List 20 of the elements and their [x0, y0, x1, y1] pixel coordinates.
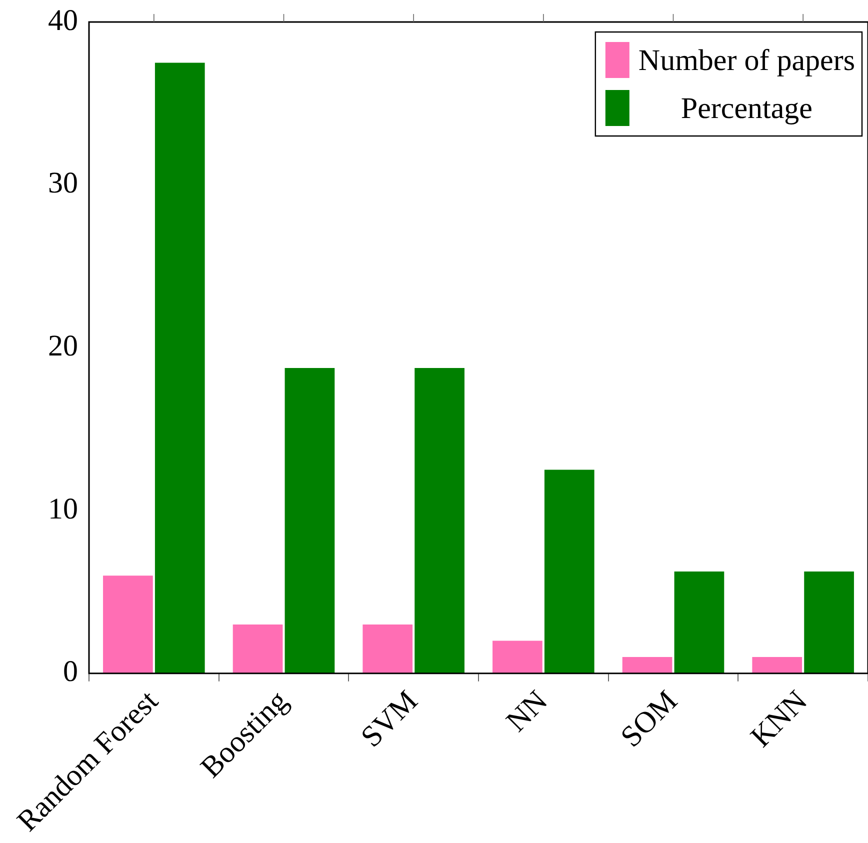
bar	[752, 657, 802, 674]
bar	[492, 640, 542, 674]
bar	[544, 470, 594, 674]
bar	[232, 624, 283, 674]
y-tick-label: 40	[48, 4, 78, 37]
y-tick-label: 30	[48, 166, 78, 200]
bar	[103, 576, 153, 674]
legend-label: Number of papers	[638, 44, 855, 77]
bar	[284, 368, 335, 674]
x-tick-label: NN	[500, 684, 554, 738]
y-tick-label: 10	[48, 492, 78, 526]
bar	[414, 368, 464, 674]
bar	[622, 657, 672, 674]
y-tick-label: 0	[63, 655, 78, 688]
bar	[362, 624, 413, 674]
legend-label: Percentage	[680, 92, 812, 125]
y-tick-label: 20	[48, 330, 78, 363]
bar	[674, 572, 724, 674]
bar	[154, 62, 205, 674]
bar	[804, 572, 854, 674]
